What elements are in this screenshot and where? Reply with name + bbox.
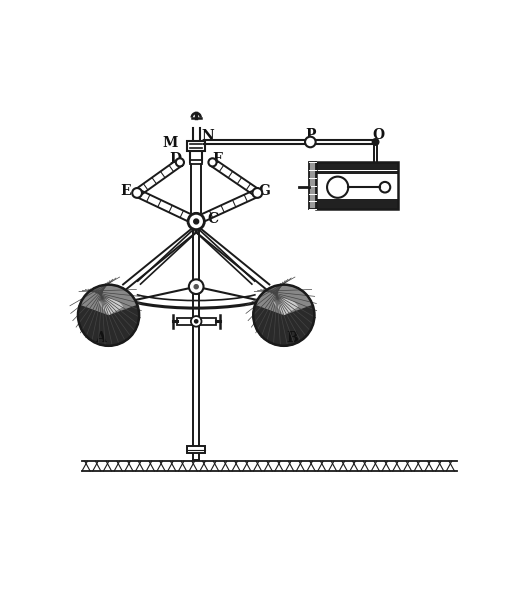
Bar bbox=[187, 141, 205, 151]
Circle shape bbox=[194, 284, 198, 289]
Circle shape bbox=[208, 158, 217, 166]
Polygon shape bbox=[210, 159, 259, 196]
Text: C: C bbox=[208, 212, 219, 226]
Polygon shape bbox=[198, 190, 259, 223]
Bar bbox=[177, 317, 216, 325]
Text: G: G bbox=[259, 184, 270, 198]
Circle shape bbox=[191, 316, 201, 326]
Polygon shape bbox=[135, 190, 195, 223]
Text: D: D bbox=[169, 152, 181, 166]
Polygon shape bbox=[135, 159, 182, 196]
Wedge shape bbox=[98, 298, 123, 315]
Text: O: O bbox=[373, 128, 385, 142]
Circle shape bbox=[305, 137, 316, 147]
Text: A: A bbox=[95, 331, 106, 344]
Circle shape bbox=[189, 280, 204, 294]
Circle shape bbox=[194, 219, 199, 224]
Bar bbox=[190, 160, 202, 164]
Bar bbox=[187, 446, 205, 453]
Circle shape bbox=[195, 320, 198, 323]
Wedge shape bbox=[256, 285, 312, 315]
Circle shape bbox=[380, 182, 390, 193]
Circle shape bbox=[176, 158, 184, 166]
Circle shape bbox=[188, 214, 204, 230]
Text: N: N bbox=[201, 129, 214, 143]
Text: F: F bbox=[213, 152, 222, 166]
Text: B: B bbox=[286, 331, 298, 344]
Bar bbox=[309, 163, 317, 209]
Circle shape bbox=[132, 188, 142, 198]
Circle shape bbox=[78, 284, 139, 346]
Wedge shape bbox=[80, 285, 137, 315]
Circle shape bbox=[254, 284, 315, 346]
Text: P: P bbox=[305, 128, 316, 142]
Circle shape bbox=[327, 176, 348, 198]
Bar bbox=[317, 163, 398, 209]
Wedge shape bbox=[273, 298, 298, 315]
Text: E: E bbox=[121, 184, 132, 198]
Circle shape bbox=[372, 139, 379, 145]
Circle shape bbox=[252, 188, 262, 198]
Text: M: M bbox=[162, 136, 177, 150]
